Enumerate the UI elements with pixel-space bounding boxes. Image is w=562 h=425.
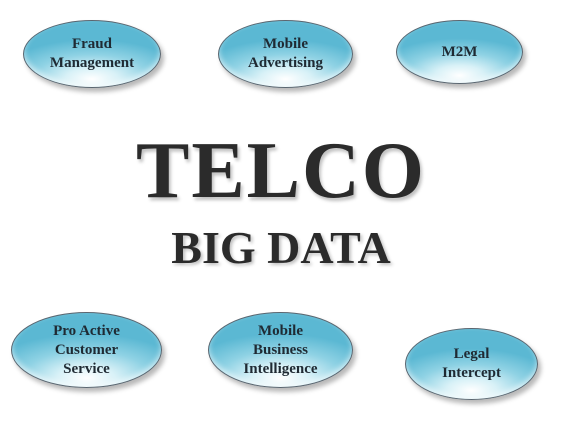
subtitle-big-data: BIG DATA: [171, 222, 391, 273]
title-telco: TELCO: [135, 127, 427, 215]
bubble-label: Fraud Management: [49, 36, 135, 71]
bubble-legal-intercept: Legal Intercept: [405, 328, 538, 400]
bubble-mobile-advertising: Mobile Advertising: [218, 20, 353, 88]
bubble-m2m: M2M: [396, 20, 523, 84]
bubble-label: Mobile Advertising: [248, 36, 323, 71]
bubble-label: Pro Active Customer Service: [53, 322, 120, 377]
bubble-pro-active-customer-service: Pro Active Customer Service: [11, 312, 162, 388]
bubble-label: Mobile Business Intelligence: [243, 322, 318, 377]
bubble-label: Legal Intercept: [442, 346, 501, 381]
bubble-label: M2M: [441, 43, 478, 60]
bubble-mobile-business-intelligence: Mobile Business Intelligence: [208, 312, 353, 388]
bubble-fraud-management: Fraud Management: [23, 20, 161, 88]
